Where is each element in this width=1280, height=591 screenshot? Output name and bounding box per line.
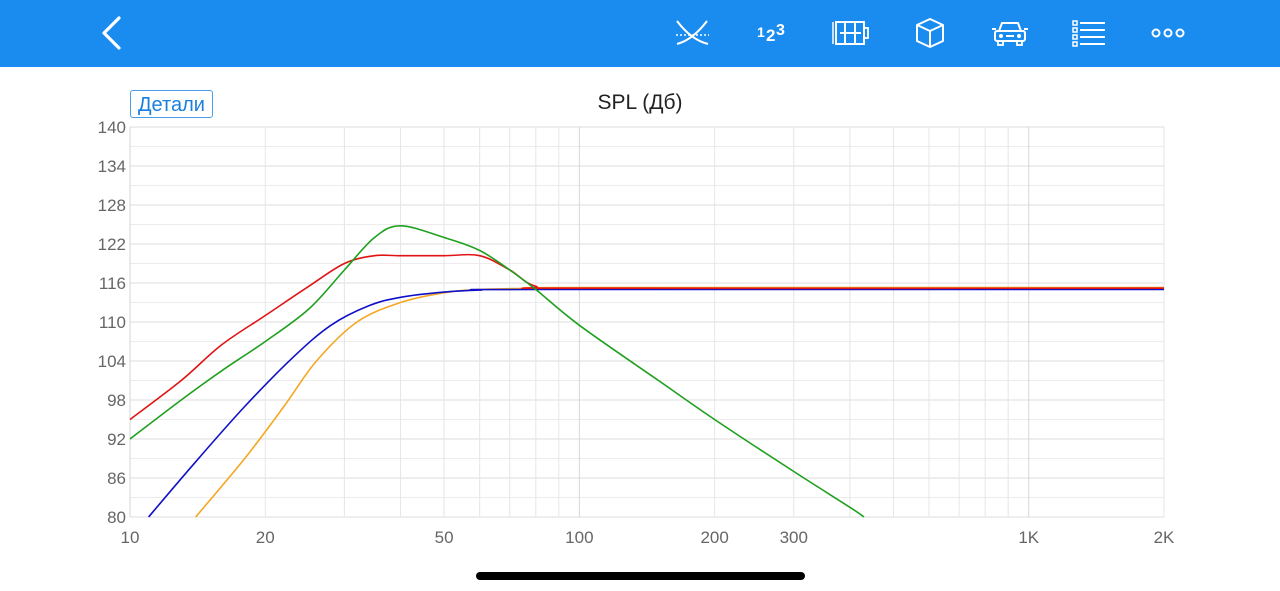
y-tick-label: 104 — [98, 352, 126, 371]
car-icon[interactable] — [990, 15, 1030, 51]
y-tick-label: 122 — [98, 235, 126, 254]
series-line-3 — [129, 253, 1165, 421]
enclosure-icon[interactable] — [831, 15, 871, 51]
top-toolbar: 1 2 3 — [0, 0, 1280, 67]
crossover-icon[interactable] — [672, 15, 712, 51]
x-tick-label: 1K — [1018, 528, 1039, 547]
chart-title: SPL (Дб) — [597, 91, 683, 114]
y-tick-label: 110 — [99, 313, 126, 332]
svg-text:2: 2 — [766, 26, 775, 45]
y-tick-label: 86 — [107, 469, 126, 488]
y-tick-label: 80 — [107, 508, 126, 527]
details-button[interactable]: Детали — [130, 90, 213, 118]
x-tick-label: 20 — [256, 528, 275, 547]
home-indicator — [476, 572, 805, 580]
x-tick-label: 200 — [700, 528, 728, 547]
y-tick-label: 116 — [99, 274, 126, 293]
y-tick-label: 140 — [98, 118, 126, 137]
x-tick-label: 2K — [1154, 528, 1175, 547]
list-icon[interactable] — [1069, 15, 1109, 51]
y-tick-label: 98 — [107, 391, 126, 410]
x-tick-label: 10 — [121, 528, 140, 547]
svg-text:3: 3 — [776, 22, 785, 39]
x-tick-label: 50 — [435, 528, 454, 547]
more-icon[interactable] — [1148, 15, 1188, 51]
box-icon[interactable] — [910, 15, 950, 51]
y-tick-label: 134 — [98, 157, 126, 176]
series-line-4 — [129, 224, 865, 518]
svg-text:1: 1 — [757, 24, 765, 40]
x-tick-label: 100 — [565, 528, 593, 547]
back-icon[interactable] — [96, 14, 130, 52]
y-tick-label: 92 — [107, 430, 126, 449]
y-tick-label: 128 — [98, 196, 126, 215]
series-line-2 — [147, 288, 1165, 518]
numbering-icon[interactable]: 1 2 3 — [751, 15, 791, 51]
x-tick-label: 300 — [780, 528, 808, 547]
